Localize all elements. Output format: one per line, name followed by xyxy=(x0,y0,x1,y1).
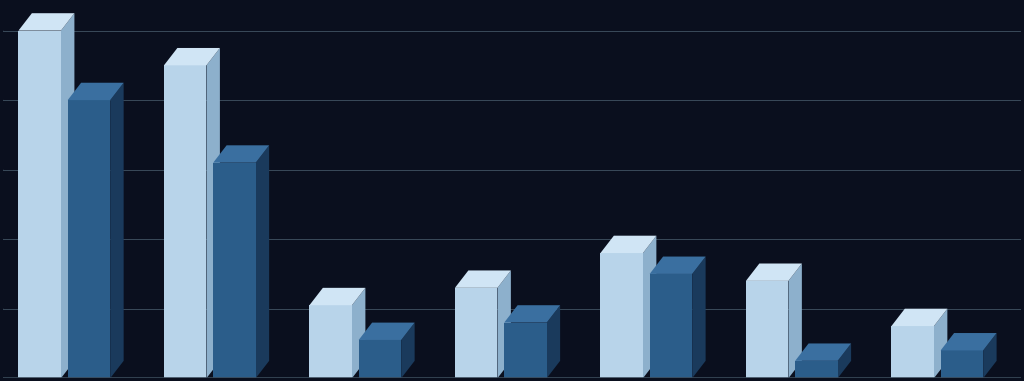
Polygon shape xyxy=(18,13,75,30)
Bar xyxy=(358,340,401,378)
Polygon shape xyxy=(649,256,706,274)
Polygon shape xyxy=(401,323,415,378)
Bar xyxy=(309,305,352,378)
Polygon shape xyxy=(309,288,366,305)
Bar xyxy=(941,351,983,378)
Bar xyxy=(455,288,498,378)
Polygon shape xyxy=(213,145,269,163)
Polygon shape xyxy=(892,309,947,326)
Polygon shape xyxy=(838,343,851,378)
Polygon shape xyxy=(498,271,511,378)
Polygon shape xyxy=(934,309,947,378)
Polygon shape xyxy=(164,48,220,66)
Bar xyxy=(68,100,111,378)
Polygon shape xyxy=(745,264,802,281)
Polygon shape xyxy=(941,333,996,351)
Polygon shape xyxy=(358,323,415,340)
Bar xyxy=(892,326,934,378)
Polygon shape xyxy=(455,271,511,288)
Bar xyxy=(504,323,547,378)
Polygon shape xyxy=(352,288,366,378)
Bar xyxy=(164,66,207,378)
Polygon shape xyxy=(692,256,706,378)
Polygon shape xyxy=(643,236,656,378)
Bar xyxy=(18,30,61,378)
Polygon shape xyxy=(788,264,802,378)
Polygon shape xyxy=(111,83,124,378)
Polygon shape xyxy=(207,48,220,378)
Polygon shape xyxy=(256,145,269,378)
Bar xyxy=(745,281,788,378)
Polygon shape xyxy=(504,305,560,323)
Polygon shape xyxy=(547,305,560,378)
Bar xyxy=(600,253,643,378)
Polygon shape xyxy=(68,83,124,100)
Bar xyxy=(796,361,838,378)
Bar xyxy=(649,274,692,378)
Bar xyxy=(213,163,256,378)
Polygon shape xyxy=(61,13,75,378)
Polygon shape xyxy=(600,236,656,253)
Polygon shape xyxy=(983,333,996,378)
Polygon shape xyxy=(796,343,851,361)
